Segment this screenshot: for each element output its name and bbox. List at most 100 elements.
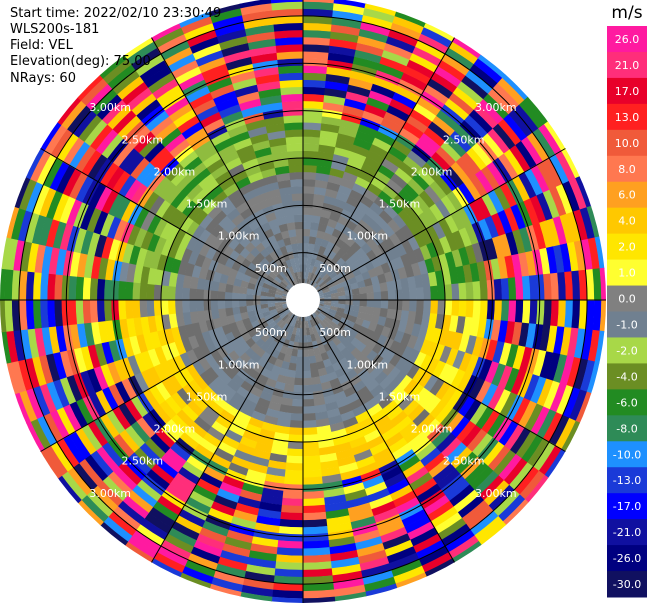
velocity-cell xyxy=(79,369,96,396)
velocity-cell xyxy=(409,472,433,492)
velocity-cell xyxy=(153,175,172,196)
velocity-cell xyxy=(196,288,205,301)
velocity-cell xyxy=(277,262,286,272)
velocity-cell xyxy=(392,15,425,35)
velocity-cell xyxy=(202,431,222,449)
velocity-cell xyxy=(241,482,264,495)
velocity-cell xyxy=(374,453,396,470)
velocity-cell xyxy=(287,441,304,450)
velocity-cell xyxy=(217,308,227,318)
colorbar-block xyxy=(607,181,647,209)
velocity-cell xyxy=(412,102,438,123)
velocity-cell xyxy=(543,299,552,327)
velocity-cell xyxy=(264,336,274,347)
velocity-cell xyxy=(79,204,96,231)
velocity-cell xyxy=(321,273,330,282)
velocity-cell xyxy=(398,454,421,473)
velocity-cell xyxy=(130,395,149,418)
velocity-cell xyxy=(526,132,550,162)
velocity-cell xyxy=(345,495,370,509)
velocity-cell xyxy=(445,442,468,465)
velocity-cell xyxy=(133,130,157,154)
velocity-cell xyxy=(192,346,205,361)
velocity-cell xyxy=(260,295,268,301)
velocity-cell xyxy=(325,314,335,322)
velocity-cell xyxy=(270,445,288,456)
velocity-cell xyxy=(152,500,180,522)
velocity-cell xyxy=(521,136,544,166)
velocity-cell xyxy=(247,125,268,139)
velocity-cell xyxy=(154,345,167,364)
velocity-cell xyxy=(281,314,289,322)
velocity-cell xyxy=(478,475,505,502)
velocity-cell xyxy=(302,129,322,138)
velocity-cell xyxy=(320,380,332,391)
velocity-cell xyxy=(403,65,432,85)
velocity-cell xyxy=(302,582,335,592)
velocity-cell xyxy=(341,363,354,375)
velocity-cell xyxy=(317,314,325,322)
velocity-cell xyxy=(317,151,335,162)
velocity-cell xyxy=(175,312,185,327)
velocity-cell xyxy=(523,374,540,402)
velocity-cell xyxy=(340,242,351,253)
velocity-cell xyxy=(482,441,505,467)
velocity-cell xyxy=(319,270,328,279)
range-ring-label: 3.00km xyxy=(89,101,131,114)
velocity-cell xyxy=(96,278,106,301)
velocity-cell xyxy=(296,235,304,244)
velocity-cell xyxy=(365,306,374,315)
velocity-cell xyxy=(106,215,122,239)
velocity-cell xyxy=(245,468,267,481)
velocity-cell xyxy=(416,167,436,187)
velocity-cell xyxy=(566,357,582,389)
velocity-cell xyxy=(349,515,376,530)
velocity-cell xyxy=(226,275,236,286)
velocity-cell xyxy=(388,385,404,401)
velocity-cell xyxy=(327,259,337,269)
velocity-cell xyxy=(320,254,329,264)
velocity-cell xyxy=(509,427,532,456)
velocity-cell xyxy=(383,204,399,220)
velocity-cell xyxy=(400,508,428,528)
velocity-cell xyxy=(561,146,583,180)
velocity-cell xyxy=(302,58,329,67)
velocity-cell xyxy=(87,420,108,447)
velocity-cell xyxy=(360,563,392,579)
velocity-cell xyxy=(124,399,143,422)
velocity-cell xyxy=(206,426,226,442)
range-ring-label: 3.00km xyxy=(89,487,131,500)
velocity-cell xyxy=(371,245,384,258)
velocity-cell xyxy=(430,299,439,315)
velocity-cell xyxy=(278,310,286,317)
velocity-cell xyxy=(348,509,374,523)
velocity-cell xyxy=(247,416,264,429)
velocity-cell xyxy=(32,299,42,329)
velocity-cell xyxy=(373,291,382,301)
velocity-cell xyxy=(80,229,94,255)
velocity-cell xyxy=(463,178,482,201)
velocity-cell xyxy=(326,371,338,382)
velocity-cell xyxy=(381,49,411,67)
velocity-cell xyxy=(75,275,85,301)
velocity-cell xyxy=(175,273,185,288)
velocity-cell xyxy=(357,416,375,431)
velocity-cell xyxy=(324,225,336,236)
velocity-cell xyxy=(87,153,108,180)
velocity-cell xyxy=(499,182,518,208)
velocity-cell xyxy=(140,265,151,284)
velocity-cell xyxy=(96,93,123,120)
velocity-cell xyxy=(302,596,336,603)
velocity-cell xyxy=(487,189,505,214)
velocity-cell xyxy=(585,268,595,301)
azimuth-spoke xyxy=(302,299,566,452)
velocity-cell xyxy=(316,165,332,176)
velocity-cell xyxy=(440,195,458,216)
velocity-cell xyxy=(223,403,240,418)
velocity-cell xyxy=(376,253,388,266)
velocity-cell xyxy=(10,359,27,393)
velocity-cell xyxy=(210,290,219,301)
velocity-cell xyxy=(448,484,475,508)
velocity-cell xyxy=(335,448,354,461)
velocity-cell xyxy=(415,442,437,462)
